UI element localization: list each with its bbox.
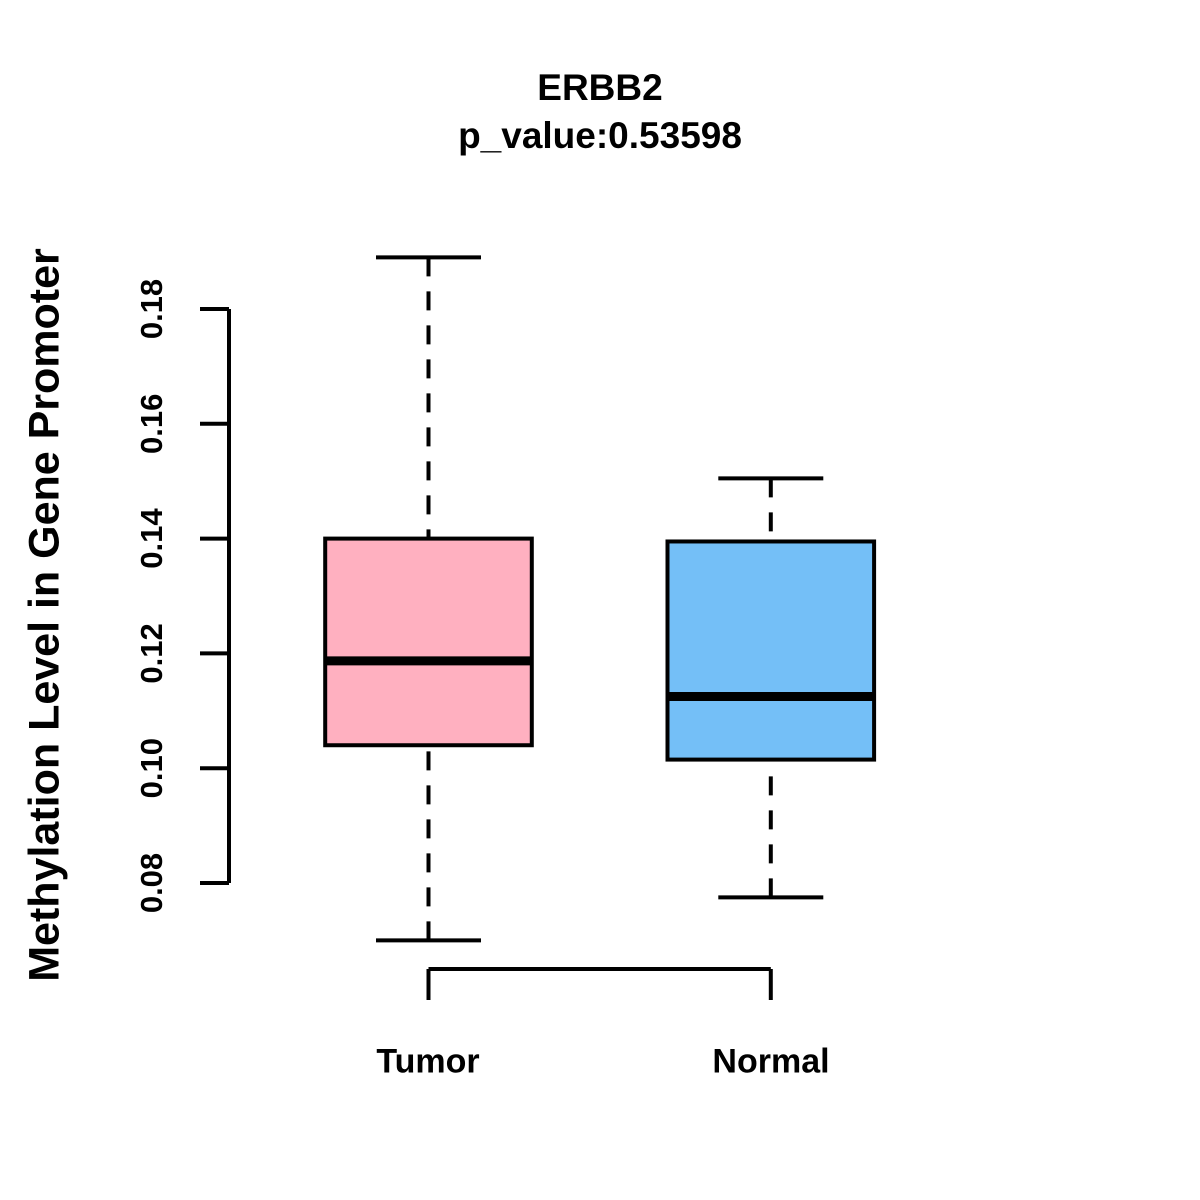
x-tick-label-normal: Normal xyxy=(712,1042,830,1081)
x-tick-label-tumor: Tumor xyxy=(376,1042,480,1081)
normal-box xyxy=(665,539,877,762)
y-tick-label: 0.16 xyxy=(134,394,169,454)
gene-title: ERBB2 xyxy=(537,67,663,108)
y-tick-label: 0.18 xyxy=(134,279,169,339)
y-tick-label: 0.12 xyxy=(134,623,169,683)
y-tick-label: 0.10 xyxy=(134,738,169,798)
p-value-subtitle: p_value:0.53598 xyxy=(458,115,742,156)
title-block: ERBB2 p_value:0.53598 xyxy=(0,64,1200,160)
y-tick-label: 0.08 xyxy=(134,853,169,913)
y-tick-label: 0.14 xyxy=(134,508,169,569)
tumor-box xyxy=(323,536,534,748)
y-axis-title: Methylation Level in Gene Promoter xyxy=(20,248,69,982)
